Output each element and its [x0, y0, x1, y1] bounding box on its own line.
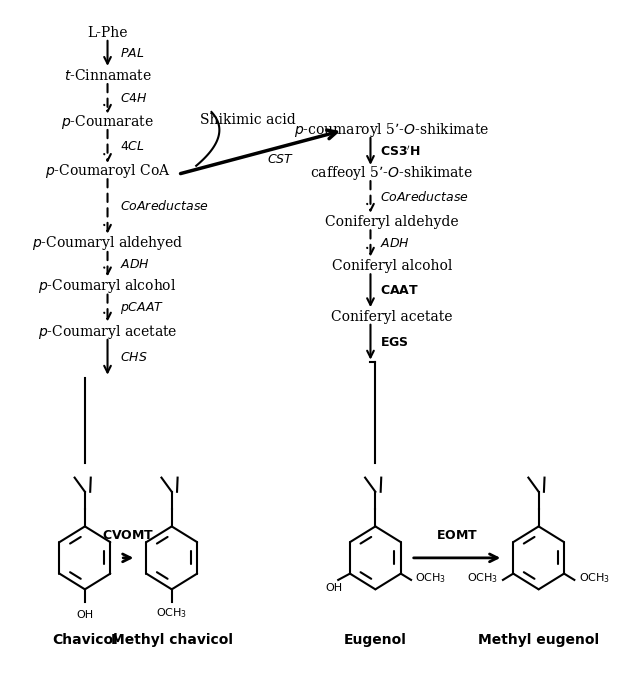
- Text: Coniferyl alcohol: Coniferyl alcohol: [332, 259, 452, 273]
- Text: Methyl eugenol: Methyl eugenol: [478, 633, 599, 647]
- Text: $p$-Coumaryl acetate: $p$-Coumaryl acetate: [38, 322, 177, 341]
- Text: $4CL$: $4CL$: [120, 139, 145, 152]
- Text: $p$-Coumarate: $p$-Coumarate: [61, 113, 154, 131]
- Text: $ADH$: $ADH$: [380, 236, 410, 250]
- Text: $p$-Coumaryl aldehyed: $p$-Coumaryl aldehyed: [32, 234, 183, 252]
- Text: $CST$: $CST$: [266, 153, 294, 166]
- Text: $p$-Coumaroyl CoA: $p$-Coumaroyl CoA: [45, 162, 170, 180]
- Text: OH: OH: [76, 610, 94, 619]
- Text: $\bf{CVOMT}$: $\bf{CVOMT}$: [102, 529, 155, 542]
- Text: Coniferyl aldehyde: Coniferyl aldehyde: [325, 215, 459, 229]
- Text: Methyl chavicol: Methyl chavicol: [111, 633, 233, 647]
- Text: $ADH$: $ADH$: [120, 257, 150, 270]
- Text: OCH$_3$: OCH$_3$: [156, 607, 187, 620]
- Text: $CHS$: $CHS$: [120, 351, 147, 364]
- Text: $\bf{CAAT}$: $\bf{CAAT}$: [380, 284, 419, 297]
- Text: $C4H$: $C4H$: [120, 92, 148, 105]
- Text: $CoA reductase$: $CoA reductase$: [120, 199, 208, 213]
- Text: OCH$_3$: OCH$_3$: [579, 572, 610, 585]
- Text: $pCAAT$: $pCAAT$: [120, 300, 164, 316]
- Text: OCH$_3$: OCH$_3$: [468, 572, 499, 585]
- Text: Shikimic acid: Shikimic acid: [200, 113, 296, 127]
- Text: Coniferyl acetate: Coniferyl acetate: [331, 309, 453, 324]
- Text: $\bf{CS3'H}$: $\bf{CS3'H}$: [380, 144, 420, 158]
- Text: OCH$_3$: OCH$_3$: [415, 572, 447, 585]
- Text: $\bf{EGS}$: $\bf{EGS}$: [380, 335, 408, 348]
- Text: Eugenol: Eugenol: [344, 633, 407, 647]
- Text: $p$-Coumaryl alcohol: $p$-Coumaryl alcohol: [38, 277, 176, 295]
- Text: $t$-Cinnamate: $t$-Cinnamate: [64, 68, 152, 83]
- Text: $PAL$: $PAL$: [120, 46, 144, 59]
- Text: $p$-coumaroyl 5’-$O$-shikimate: $p$-coumaroyl 5’-$O$-shikimate: [294, 122, 489, 139]
- Text: OH: OH: [326, 583, 342, 593]
- Text: Chavicol: Chavicol: [52, 633, 118, 647]
- Text: $\bf{EOMT}$: $\bf{EOMT}$: [436, 529, 478, 542]
- Text: $CoA reductase$: $CoA reductase$: [380, 191, 468, 204]
- Text: L-Phe: L-Phe: [87, 27, 128, 40]
- Text: caffeoyl 5’-$O$-shikimate: caffeoyl 5’-$O$-shikimate: [310, 164, 473, 182]
